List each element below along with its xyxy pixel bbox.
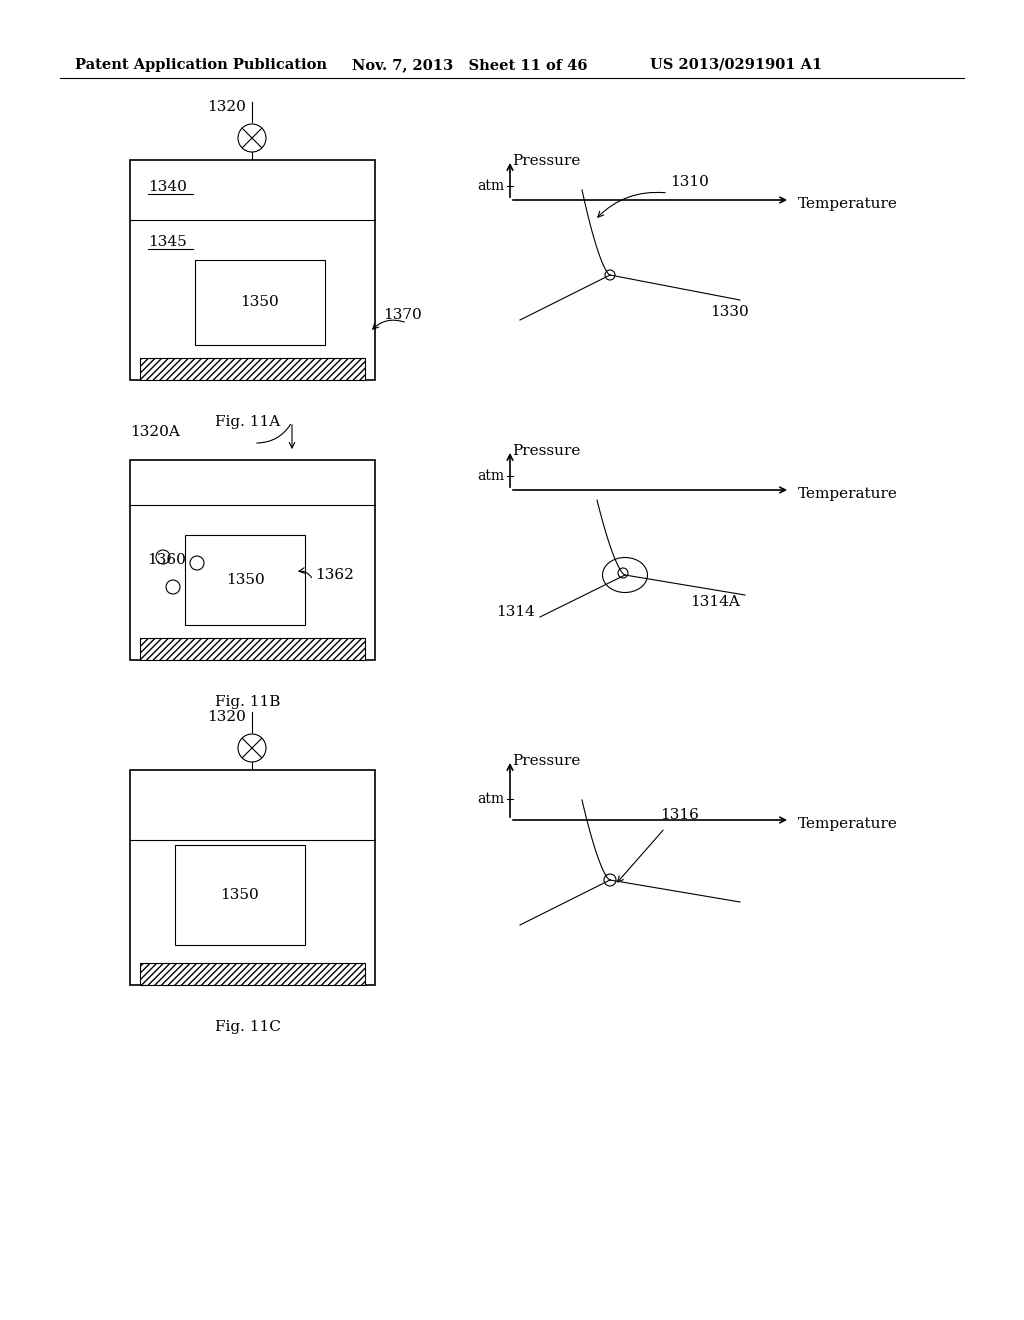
- Bar: [130, 459, 375, 660]
- Text: 1350: 1350: [220, 888, 259, 902]
- Text: Fig. 11B: Fig. 11B: [215, 696, 281, 709]
- Text: Pressure: Pressure: [512, 154, 581, 168]
- Bar: [185, 535, 305, 624]
- Text: 1350: 1350: [241, 296, 280, 309]
- Text: Pressure: Pressure: [512, 444, 581, 458]
- Text: 1320: 1320: [207, 100, 246, 114]
- Bar: [195, 260, 325, 345]
- Bar: [140, 638, 365, 660]
- Text: Temperature: Temperature: [798, 817, 898, 832]
- Bar: [130, 770, 375, 985]
- Text: US 2013/0291901 A1: US 2013/0291901 A1: [650, 58, 822, 73]
- Text: 1340: 1340: [148, 180, 186, 194]
- Text: 1316: 1316: [660, 808, 698, 822]
- Bar: [140, 964, 365, 985]
- Text: Temperature: Temperature: [798, 487, 898, 502]
- Text: atm: atm: [477, 180, 504, 193]
- Text: atm: atm: [477, 469, 504, 483]
- Bar: [175, 845, 305, 945]
- Text: 1330: 1330: [710, 305, 749, 319]
- Text: Patent Application Publication: Patent Application Publication: [75, 58, 327, 73]
- Text: atm: atm: [477, 792, 504, 807]
- Bar: [140, 638, 365, 660]
- Text: 1314A: 1314A: [690, 595, 740, 609]
- Text: 1362: 1362: [315, 568, 354, 582]
- Text: 1320A: 1320A: [130, 425, 180, 440]
- Bar: [140, 964, 365, 985]
- Bar: [140, 358, 365, 380]
- Bar: [140, 358, 365, 380]
- Text: 1310: 1310: [670, 176, 709, 189]
- Text: 1360: 1360: [147, 553, 186, 568]
- Text: 1370: 1370: [383, 308, 422, 322]
- Text: 1350: 1350: [225, 573, 264, 587]
- Text: 1345: 1345: [148, 235, 186, 249]
- Text: Nov. 7, 2013   Sheet 11 of 46: Nov. 7, 2013 Sheet 11 of 46: [352, 58, 588, 73]
- Text: 1320: 1320: [207, 710, 246, 723]
- Text: Pressure: Pressure: [512, 754, 581, 768]
- Text: 1314: 1314: [496, 605, 535, 619]
- Text: Fig. 11C: Fig. 11C: [215, 1020, 281, 1034]
- Bar: [130, 160, 375, 380]
- Text: Temperature: Temperature: [798, 197, 898, 211]
- Text: Fig. 11A: Fig. 11A: [215, 414, 281, 429]
